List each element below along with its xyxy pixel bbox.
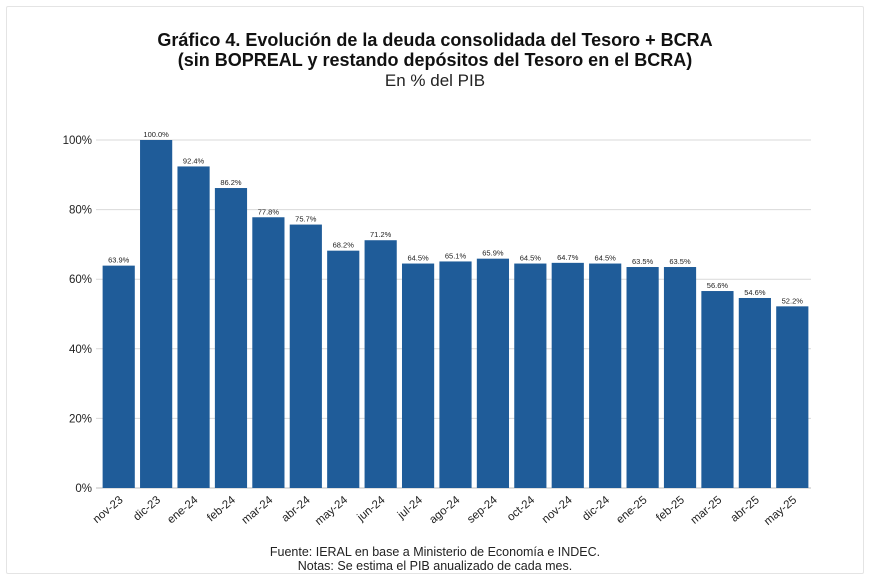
- bar: [102, 265, 135, 488]
- bar: [589, 263, 622, 488]
- data-label: 92.4%: [183, 156, 205, 165]
- data-label: 64.5%: [595, 254, 617, 263]
- data-label: 65.9%: [482, 249, 504, 258]
- x-tick-label: ene-24: [165, 494, 201, 527]
- bar: [177, 166, 210, 488]
- y-tick-label: 100%: [63, 135, 92, 147]
- x-tick-label: ago-24: [427, 494, 463, 527]
- x-tick-label: nov-23: [91, 494, 126, 526]
- bar: [663, 267, 697, 488]
- data-label: 64.5%: [520, 254, 542, 263]
- chart-title-line-1: Gráfico 4. Evolución de la deuda consoli…: [157, 30, 713, 50]
- bar: [551, 262, 584, 488]
- y-tick-label: 40%: [69, 344, 92, 356]
- y-tick-label: 80%: [69, 205, 92, 217]
- x-tick-label: jul-24: [395, 494, 425, 522]
- data-label: 63.9%: [108, 256, 130, 265]
- data-label: 63.5%: [632, 257, 654, 266]
- bar: [364, 240, 397, 488]
- x-tick-label: may-25: [762, 494, 799, 528]
- x-tick-label: oct-24: [505, 494, 538, 524]
- data-label: 77.8%: [258, 207, 280, 216]
- y-tick-label: 20%: [69, 413, 92, 425]
- x-tick-label: mar-24: [240, 494, 276, 527]
- x-tick-label: jun-24: [355, 494, 388, 525]
- bar: [514, 263, 547, 488]
- data-label: 100.0%: [143, 130, 169, 139]
- bar: [289, 224, 322, 488]
- chart-subtitle: En % del PIB: [384, 71, 486, 90]
- source-note: Fuente: IERAL en base a Ministerio de Ec…: [269, 545, 601, 559]
- data-label: 54.6%: [744, 288, 766, 297]
- y-tick-label: 0%: [75, 483, 92, 495]
- bar: [439, 261, 472, 488]
- chart-title-line-2: (sin BOPREAL y restando depósitos del Te…: [177, 50, 693, 70]
- data-label: 65.1%: [445, 251, 467, 260]
- x-tick-label: abr-25: [729, 494, 762, 525]
- x-tick-label: feb-24: [205, 494, 238, 525]
- bar: [140, 140, 173, 488]
- bars: [102, 140, 809, 489]
- bar: [738, 297, 771, 488]
- x-tick-label: abr-24: [280, 494, 314, 525]
- x-tick-label: ene-25: [614, 494, 649, 526]
- bar: [626, 267, 659, 488]
- bar: [476, 258, 510, 488]
- methodology-note: Notas: Se estima el PIB anualizado de ca…: [297, 559, 573, 573]
- bar: [214, 188, 248, 489]
- x-tick-label: mar-25: [689, 494, 725, 527]
- bar: [701, 291, 734, 488]
- y-tick-label: 60%: [69, 274, 92, 286]
- data-label: 71.2%: [370, 230, 392, 239]
- data-label: 64.7%: [557, 253, 579, 262]
- bar: [401, 263, 435, 488]
- frame-border: [6, 6, 864, 574]
- data-label: 52.2%: [782, 296, 804, 305]
- x-tick-label: dic-23: [131, 494, 163, 523]
- bar: [776, 306, 809, 488]
- data-label: 64.5%: [407, 254, 429, 263]
- bar: [252, 217, 285, 489]
- bar: [327, 250, 360, 488]
- x-tick-label: sep-24: [465, 494, 500, 526]
- data-labels: 63.9% 100.0% 92.4% 86.2% 77.8% 75.7% 68.2% 71.2…: [108, 130, 803, 305]
- x-tick-label: nov-24: [540, 494, 575, 526]
- x-axis-ticks: nov-23 dic-23 ene-24 feb-24 mar-24 abr-24 may-…: [91, 494, 799, 528]
- data-label: 75.7%: [295, 215, 317, 224]
- x-tick-label: may-24: [313, 494, 351, 528]
- x-tick-label: dic-24: [580, 494, 612, 524]
- data-label: 68.2%: [333, 241, 355, 250]
- y-axis-ticks: 0% 20% 40% 60% 80% 100%: [63, 135, 92, 495]
- data-label: 63.5%: [669, 257, 691, 266]
- data-label: 56.6%: [707, 281, 729, 290]
- data-label: 86.2%: [220, 178, 242, 187]
- x-tick-label: feb-25: [654, 494, 687, 524]
